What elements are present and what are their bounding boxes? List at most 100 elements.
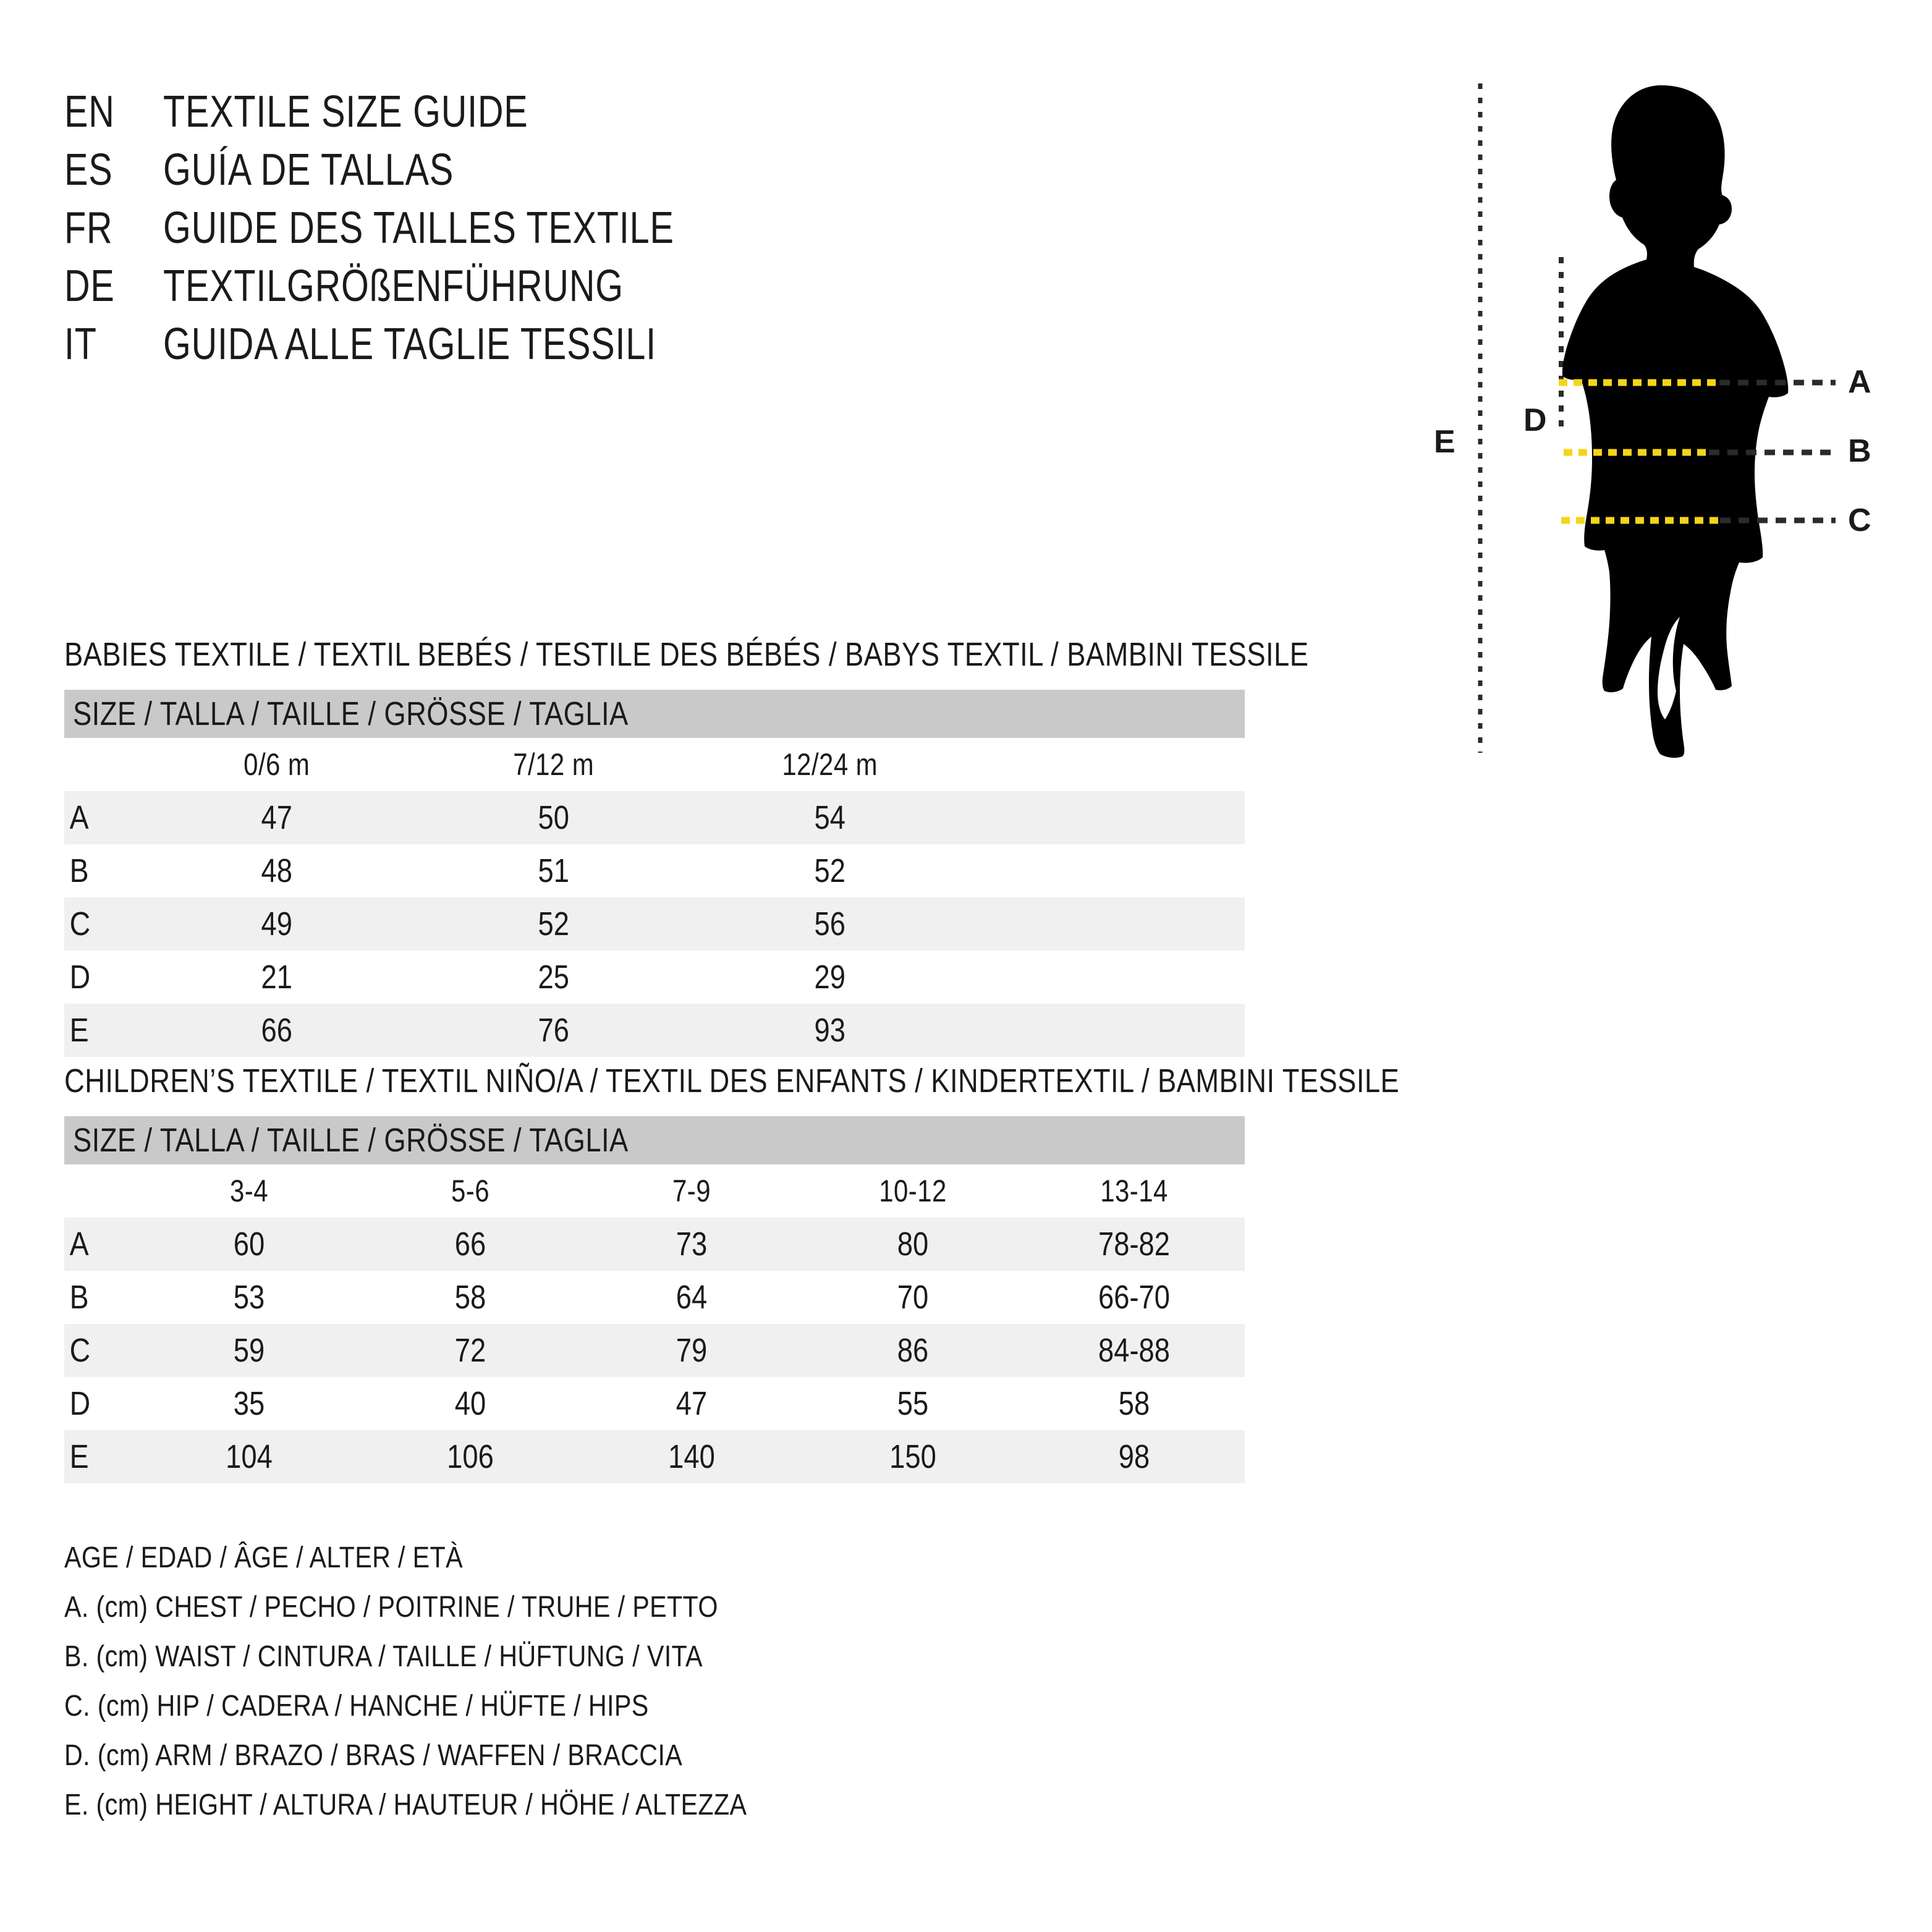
children-row-letter-e: E [64,1430,138,1483]
children-cell-d-1: 40 [360,1377,581,1430]
children-row-letter-b: B [64,1271,138,1324]
language-code-de: DE [64,261,115,311]
babies-cell-c-1: 52 [415,897,692,951]
babies-row-letter-c: C [64,897,138,951]
children-section-title: CHILDREN’S TEXTILE / TEXTIL NIÑO/A / TEX… [64,1062,1400,1099]
babies-cell-d-pad [968,951,1245,1004]
babies-column-header-0: 0/6 m [244,747,310,782]
table-row: E 104 106 140 150 98 [64,1430,1245,1483]
language-title-en: TEXTILE SIZE GUIDE [163,87,528,137]
children-size-band-label: SIZE / TALLA / TAILLE / GRÖSSE / TAGLIA [73,1122,629,1159]
children-size-band: SIZE / TALLA / TAILLE / GRÖSSE / TAGLIA [64,1116,1245,1164]
children-row-letter-c: C [64,1324,138,1377]
language-row-it: IT GUIDA ALLE TAGLIE TESSILI [64,319,930,377]
children-cell-d-2: 47 [581,1377,802,1430]
legend-item-a: A. (cm) CHEST / PECHO / POITRINE / TRUHE… [64,1582,1177,1632]
language-title-de: TEXTILGRÖßENFÜHRUNG [163,261,624,311]
children-cell-b-0: 53 [138,1271,360,1324]
measurement-diagram: E D A B C [1415,74,1904,773]
legend-item-c: C. (cm) HIP / CADERA / HANCHE / HÜFTE / … [64,1681,1177,1731]
children-cell-c-2: 79 [581,1324,802,1377]
diagram-label-a: A [1848,364,1871,400]
legend-item-a-text: A. (cm) CHEST / PECHO / POITRINE / TRUHE… [64,1590,718,1624]
babies-cell-d-0: 21 [138,951,415,1004]
babies-cell-e-1: 76 [415,1004,692,1057]
table-row: A 47 50 54 [64,791,1245,844]
language-code-fr: FR [64,203,113,253]
language-header: EN TEXTILE SIZE GUIDE ES GUÍA DE TALLAS … [64,87,930,377]
language-row-de: DE TEXTILGRÖßENFÜHRUNG [64,261,930,319]
babies-cell-b-2: 52 [692,844,968,897]
children-cell-c-1: 72 [360,1324,581,1377]
children-column-header-3: 10-12 [879,1174,947,1208]
babies-row-letter-e: E [64,1004,138,1057]
children-column-header-2: 7-9 [672,1174,711,1208]
children-column-header-row: 3-4 5-6 7-9 10-12 13-14 [64,1164,1245,1218]
legend-item-d: D. (cm) ARM / BRAZO / BRAS / WAFFEN / BR… [64,1731,1177,1780]
babies-cell-d-2: 29 [692,951,968,1004]
babies-cell-e-pad [968,1004,1245,1057]
babies-cell-b-0: 48 [138,844,415,897]
babies-column-header-2: 12/24 m [782,747,878,782]
babies-cell-d-1: 25 [415,951,692,1004]
babies-cell-b-1: 51 [415,844,692,897]
children-cell-d-4: 58 [1023,1377,1245,1430]
legend-item-d-text: D. (cm) ARM / BRAZO / BRAS / WAFFEN / BR… [64,1739,683,1772]
diagram-label-c: C [1848,502,1871,538]
diagram-label-d: D [1523,402,1547,438]
children-cell-d-3: 55 [802,1377,1023,1430]
babies-section: BABIES TEXTILE / TEXTIL BEBÉS / TESTILE … [64,635,1309,1057]
legend-heading-row: AGE / EDAD / ÂGE / ALTER / ETÀ [64,1533,1177,1582]
children-cell-a-3: 80 [802,1218,1023,1271]
diagram-label-b: B [1848,433,1871,469]
table-row: C 59 72 79 86 84-88 [64,1324,1245,1377]
legend-item-e: E. (cm) HEIGHT / ALTURA / HAUTEUR / HÖHE… [64,1780,1177,1829]
child-silhouette [1562,85,1789,758]
children-cell-e-0: 104 [138,1430,360,1483]
babies-section-title: BABIES TEXTILE / TEXTIL BEBÉS / TESTILE … [64,636,1309,673]
language-title-es: GUÍA DE TALLAS [163,145,454,195]
babies-header-blank [64,738,138,791]
children-cell-b-3: 70 [802,1271,1023,1324]
babies-cell-a-2: 54 [692,791,968,844]
babies-column-header-1: 7/12 m [512,747,594,782]
legend-item-b-text: B. (cm) WAIST / CINTURA / TAILLE / HÜFTU… [64,1640,703,1673]
babies-header-spacer [968,738,1245,791]
diagram-label-e: E [1434,424,1455,460]
language-row-es: ES GUÍA DE TALLAS [64,145,930,203]
child-silhouette-diagram [1478,83,1836,758]
table-row: C 49 52 56 [64,897,1245,951]
language-code-en: EN [64,87,115,137]
babies-cell-a-0: 47 [138,791,415,844]
children-cell-e-3: 150 [802,1430,1023,1483]
table-row: A 60 66 73 80 78-82 [64,1218,1245,1271]
babies-row-letter-b: B [64,844,138,897]
table-row: D 35 40 47 55 58 [64,1377,1245,1430]
legend-item-b: B. (cm) WAIST / CINTURA / TAILLE / HÜFTU… [64,1632,1177,1681]
children-cell-b-4: 66-70 [1023,1271,1245,1324]
babies-cell-c-0: 49 [138,897,415,951]
babies-column-header-row: 0/6 m 7/12 m 12/24 m [64,738,1245,791]
language-row-en: EN TEXTILE SIZE GUIDE [64,87,930,145]
children-cell-a-4: 78-82 [1023,1218,1245,1271]
children-size-table: 3-4 5-6 7-9 10-12 13-14 A 60 66 73 80 78… [64,1164,1245,1483]
measurement-legend: AGE / EDAD / ÂGE / ALTER / ETÀ A. (cm) C… [64,1533,1177,1829]
babies-row-letter-d: D [64,951,138,1004]
children-header-blank [64,1164,138,1218]
children-cell-b-2: 64 [581,1271,802,1324]
children-cell-d-0: 35 [138,1377,360,1430]
babies-cell-a-pad [968,791,1245,844]
table-row: D 21 25 29 [64,951,1245,1004]
legend-item-c-text: C. (cm) HIP / CADERA / HANCHE / HÜFTE / … [64,1689,649,1722]
children-row-letter-a: A [64,1218,138,1271]
table-row: B 48 51 52 [64,844,1245,897]
table-row: E 66 76 93 [64,1004,1245,1057]
children-cell-a-2: 73 [581,1218,802,1271]
babies-size-table: 0/6 m 7/12 m 12/24 m A 47 50 54 B 48 51 … [64,738,1245,1057]
children-cell-e-4: 98 [1023,1430,1245,1483]
legend-heading: AGE / EDAD / ÂGE / ALTER / ETÀ [64,1541,463,1574]
babies-cell-e-0: 66 [138,1004,415,1057]
babies-cell-b-pad [968,844,1245,897]
children-column-header-4: 13-14 [1100,1174,1168,1208]
